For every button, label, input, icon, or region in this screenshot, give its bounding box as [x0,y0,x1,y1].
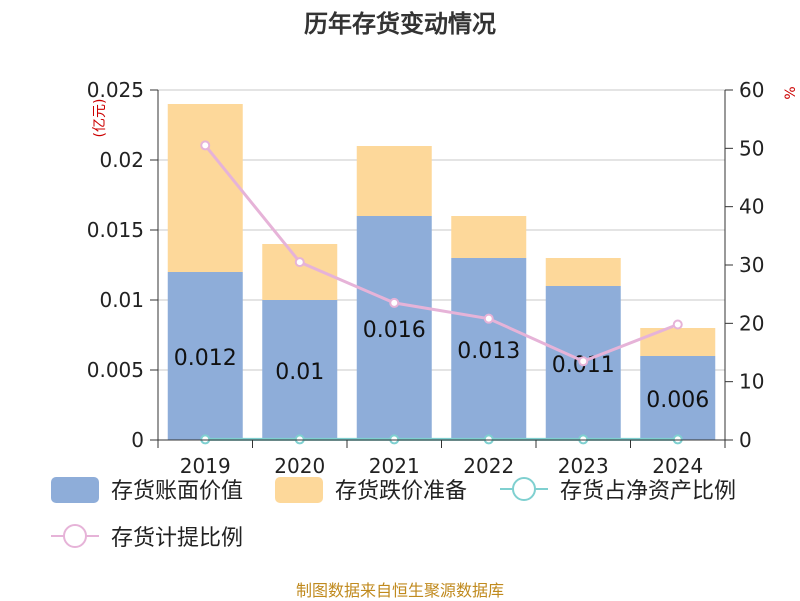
legend-item-book-value-swatch [51,477,99,503]
left-axis-tick-label: 0.02 [99,148,144,172]
bar-inventory-impairment [167,104,243,272]
bar-inventory-impairment [356,146,432,216]
bar-inventory-impairment [545,258,621,286]
right-axis-tick-label: 40 [739,195,764,219]
bar-data-label: 0.01 [275,360,324,385]
left-axis-tick-label: 0.01 [99,288,144,312]
left-axis-tick-label: 0.015 [87,218,144,242]
left-axis-unit: (亿元) [92,99,108,138]
point-inventory-provision-ratio [578,356,589,367]
x-axis-tick-label: 2019 [180,454,231,478]
bar-inventory-book-value [262,300,338,440]
point-inventory-net-asset-ratio [483,434,494,445]
x-axis-tick-label: 2022 [463,454,514,478]
legend-item-net-asset-ratio-label: 存货占净资产比例 [560,479,736,504]
bar-data-label: 0.016 [363,318,426,343]
gridlines [158,89,725,371]
legend-item-impairment-label: 存货跌价准备 [335,479,467,504]
bar-inventory-book-value [356,216,432,440]
bar-inventory-book-value [640,356,716,440]
bar-inventory-book-value [167,272,243,440]
right-axis-tick-label: 0 [739,428,752,452]
source-footer: 制图数据来自恒生聚源数据库 [295,581,504,600]
point-inventory-provision-ratio [294,257,305,268]
right-axis-unit: % [783,86,799,99]
legend-item-net-asset-ratio-swatch-marker [512,477,536,501]
legend-item-impairment-swatch [275,477,323,503]
left-axis-tick-label: 0.005 [87,358,144,382]
lines [200,140,683,445]
point-inventory-provision-ratio [389,297,400,308]
axes: 0 0.005 0.01 0.015 0.02 0.025 0 10 20 30 40 50 60 201… [87,78,765,478]
legend-item-provision-ratio-swatch-marker [63,524,87,548]
bar-data-label: 0.013 [457,339,520,364]
legend-item-provision-ratio-label: 存货计提比例 [111,526,243,551]
point-inventory-net-asset-ratio [672,434,683,445]
x-axis-tick-label: 2023 [558,454,609,478]
right-axis-tick-label: 60 [739,78,764,102]
x-axis-tick-label: 2024 [652,454,703,478]
right-axis-tick-label: 10 [739,370,764,394]
x-axis-tick-label: 2021 [369,454,420,478]
bar-inventory-impairment [451,216,527,258]
x-axis-tick-label: 2020 [274,454,325,478]
point-inventory-net-asset-ratio [294,434,305,445]
bar-data-label: 0.006 [646,388,709,413]
line-inventory-provision-ratio [204,144,679,363]
bar-inventory-impairment [640,328,716,356]
left-axis-tick-label: 0.025 [87,78,144,102]
point-inventory-provision-ratio [200,140,211,151]
right-axis-tick-label: 30 [739,253,764,277]
point-inventory-net-asset-ratio [389,434,400,445]
right-axis-tick-label: 50 [739,136,764,160]
point-inventory-net-asset-ratio [578,434,589,445]
point-inventory-provision-ratio [483,313,494,324]
legend-item-book-value-label: 存货账面价值 [111,479,243,504]
left-axis-tick-label: 0 [131,428,144,452]
chart-title: 历年存货变动情况 [304,10,496,38]
point-inventory-provision-ratio [672,319,683,330]
right-axis-tick-label: 20 [739,311,764,335]
point-inventory-net-asset-ratio [200,434,211,445]
bar-inventory-book-value [451,258,527,440]
bar-data-label: 0.012 [174,346,237,371]
